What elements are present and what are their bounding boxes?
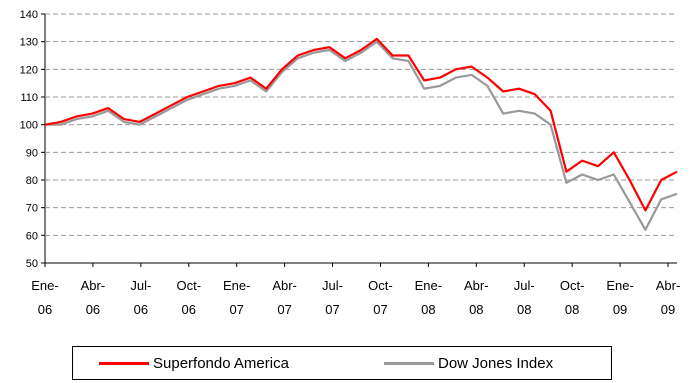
x-tick-label-year: 08 — [469, 302, 483, 317]
y-tick-label: 100 — [20, 120, 38, 132]
legend-item-series-0: Superfondo America — [99, 347, 289, 379]
x-tick-label-month: Abr- — [656, 278, 681, 293]
x-tick-label-month: Oct- — [368, 278, 393, 293]
x-tick-label-month: Ene- — [606, 278, 633, 293]
x-tick-label-month: Jul- — [514, 278, 535, 293]
series-line-0 — [44, 37, 678, 212]
y-tick-label: 140 — [20, 9, 38, 21]
x-tick-label-month: Oct- — [176, 278, 201, 293]
x-tick-label-year: 06 — [38, 302, 52, 317]
legend: Superfondo America Dow Jones Index — [72, 346, 612, 380]
x-tick-label-year: 09 — [661, 302, 675, 317]
plot-area — [44, 14, 677, 264]
x-tick-label-month: Ene- — [223, 278, 250, 293]
legend-swatch-series-1 — [384, 361, 434, 365]
x-tick-label-year: 07 — [229, 302, 243, 317]
y-axis-ticks: 50 60 70 80 90 100 110 120 130 140 — [20, 9, 45, 270]
legend-label-series-1: Dow Jones Index — [438, 354, 554, 372]
series-line-1 — [45, 40, 678, 231]
x-tick-label-year: 09 — [613, 302, 627, 317]
x-tick-label-year: 07 — [373, 302, 387, 317]
legend-item-series-1: Dow Jones Index — [384, 347, 553, 379]
x-tick-label-year: 08 — [421, 302, 435, 317]
x-tick-label-month: Jul- — [130, 278, 151, 293]
y-tick-label: 120 — [20, 64, 38, 76]
y-tick-label: 70 — [26, 203, 38, 215]
x-tick-label-year: 08 — [565, 302, 579, 317]
y-tick-label: 130 — [20, 37, 38, 49]
x-tick-label-month: Abr- — [81, 278, 106, 293]
x-tick-label-month: Jul- — [322, 278, 343, 293]
x-tick-label-year: 07 — [277, 302, 291, 317]
x-tick-label-year: 06 — [182, 302, 196, 317]
y-tick-label: 80 — [26, 175, 38, 187]
legend-label-series-0: Superfondo America — [153, 354, 289, 372]
y-tick-label: 50 — [26, 258, 38, 270]
y-tick-label: 90 — [26, 147, 38, 159]
legend-swatch-series-0 — [99, 361, 149, 365]
y-tick-label: 60 — [26, 230, 38, 242]
x-tick-label-year: 06 — [86, 302, 100, 317]
x-tick-label-year: 08 — [517, 302, 531, 317]
x-tick-label-month: Abr- — [272, 278, 297, 293]
y-tick-label: 110 — [20, 92, 38, 104]
x-tick-label-month: Ene- — [31, 278, 58, 293]
x-tick-label-month: Oct- — [560, 278, 585, 293]
x-axis-ticks: Ene- 06 Abr- 06 Jul- 06 Oct- 06 Ene- 07 Abr- 07 Jul-… — [31, 263, 680, 317]
gridlines — [45, 13, 677, 236]
x-tick-label-month: Ene- — [415, 278, 442, 293]
series-layer — [44, 37, 678, 231]
x-tick-label-year: 07 — [325, 302, 339, 317]
x-tick-label-year: 06 — [134, 302, 148, 317]
x-tick-label-month: Abr- — [464, 278, 489, 293]
